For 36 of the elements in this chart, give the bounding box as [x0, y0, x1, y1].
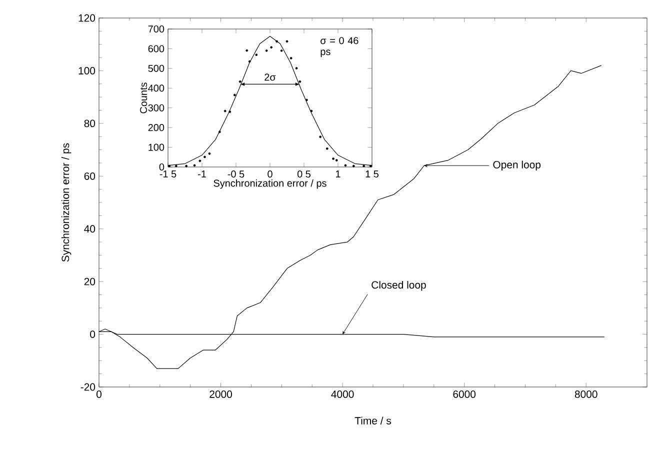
- y-tick-label: 0: [90, 330, 96, 338]
- x-tick-label: -1: [198, 170, 206, 178]
- y-axis-title: Counts: [140, 82, 148, 114]
- x-tick-label: 6000: [453, 390, 476, 398]
- text: Closed loop: [372, 280, 426, 291]
- annotation: 2σ: [264, 74, 276, 81]
- y-tick-label: 120: [78, 14, 96, 22]
- y-tick-label: 300: [148, 104, 164, 112]
- y-tick-label: 40: [84, 225, 96, 233]
- y-tick-label: 20: [84, 278, 96, 286]
- y-tick-label: 0: [159, 163, 164, 171]
- y-axis-title: Synchronization error / ps: [61, 143, 72, 262]
- x-tick-label: 4000: [331, 390, 354, 398]
- x-axis-title: Synchronization error / ps: [214, 179, 326, 189]
- x-tick-label: 1: [336, 170, 340, 178]
- x-tick-label: 0: [268, 170, 272, 178]
- y-tick-label: 500: [148, 64, 164, 72]
- y-tick-label: 700: [148, 25, 164, 33]
- x-axis-title: Time / s: [354, 416, 392, 424]
- y-tick-label: 60: [84, 172, 96, 180]
- x-tick-label: 1 5: [366, 170, 378, 178]
- y-tick-label: 400: [148, 84, 164, 92]
- y-tick-label: -20: [80, 383, 96, 391]
- y-tick-label: 100: [78, 67, 96, 74]
- y-tick-label: 600: [148, 45, 164, 52]
- x-tick-label: 2000: [210, 390, 232, 398]
- y-tick-label: 200: [148, 124, 164, 132]
- x-tick-label: 8000: [574, 390, 598, 398]
- y-tick-label: 100: [148, 144, 164, 151]
- x-tick-label: -0 5: [228, 170, 244, 178]
- text: Open loop: [493, 160, 541, 170]
- x-tick-label: 0: [96, 390, 102, 398]
- annotation: σ = 0 46 ps: [320, 37, 358, 58]
- x-tick-label: 0 5: [297, 170, 310, 178]
- x-tick-label: -1 5: [160, 170, 176, 178]
- y-tick-label: 80: [84, 120, 96, 128]
